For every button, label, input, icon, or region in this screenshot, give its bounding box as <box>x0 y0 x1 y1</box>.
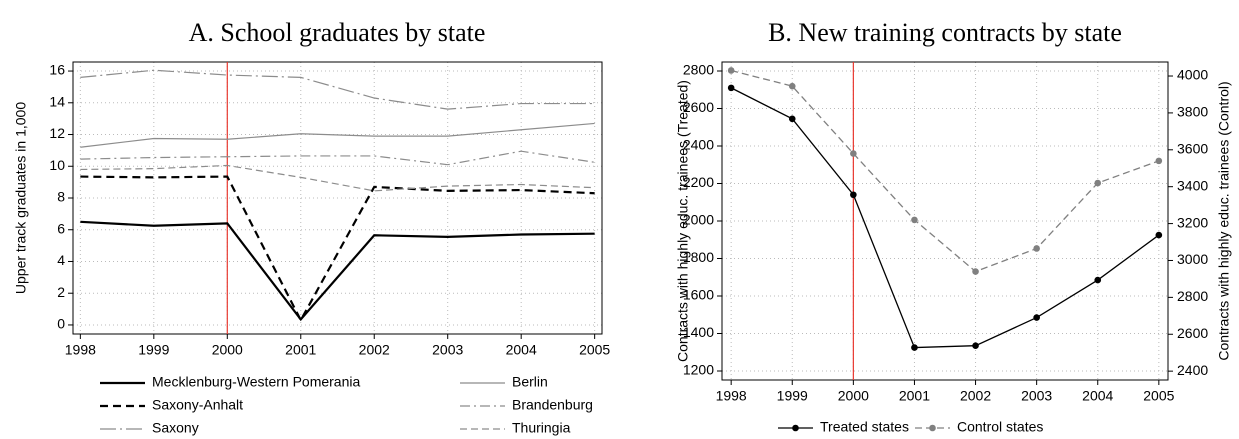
x-tick-label: 1998 <box>65 342 96 358</box>
series-line <box>80 122 595 148</box>
x-tick-label: 2000 <box>212 342 243 358</box>
y-axis-label: Contracts with highly educ. trainees (Tr… <box>675 80 691 362</box>
series-line <box>80 164 595 192</box>
y-tick-label: 2600 <box>683 99 714 115</box>
x-tick-label: 1999 <box>138 342 169 358</box>
legend-label: Brandenburg <box>512 397 593 413</box>
x-tick-label: 2003 <box>1021 388 1052 404</box>
x-tick-label: 2001 <box>899 388 930 404</box>
y-tick-label: 2 <box>57 284 65 300</box>
y2-tick-label: 3200 <box>1177 214 1208 230</box>
x-tick-label: 2002 <box>960 388 991 404</box>
y2-tick-label: 3600 <box>1177 141 1208 157</box>
y-tick-label: 16 <box>49 62 65 78</box>
x-tick-label: 1999 <box>777 388 808 404</box>
series-line <box>80 220 595 322</box>
chart-title: B. New training contracts by state <box>768 18 1122 47</box>
y-tick-label: 2200 <box>683 174 714 190</box>
x-tick-label: 2005 <box>579 342 610 358</box>
point <box>1094 179 1102 187</box>
legend-label: Thuringia <box>512 420 571 436</box>
y2-tick-label: 3000 <box>1177 251 1208 267</box>
y2-tick-label: 3800 <box>1177 104 1208 120</box>
y2-tick-label: 2800 <box>1177 288 1208 304</box>
y-tick-label: 1400 <box>683 324 714 340</box>
x-tick-label: 1998 <box>716 388 747 404</box>
point <box>727 67 735 74</box>
plot-frame <box>72 61 603 335</box>
point <box>911 344 918 351</box>
y-tick-label: 6 <box>57 220 65 236</box>
series-line <box>730 87 1160 349</box>
legend-label: Mecklenburg-Western Pomerania <box>152 374 360 390</box>
plot-frame <box>721 61 1169 381</box>
point <box>1155 157 1163 165</box>
y-tick-label: 2000 <box>683 212 714 228</box>
point <box>1033 314 1040 321</box>
y-tick-label: 4 <box>57 252 65 268</box>
point <box>850 191 857 199</box>
series-line <box>731 69 1160 273</box>
legend-marker <box>792 424 799 432</box>
x-tick-label: 2003 <box>432 342 463 358</box>
series-line <box>80 175 595 323</box>
y-tick-label: 1200 <box>683 362 714 378</box>
point <box>1033 245 1040 252</box>
y2-tick-label: 4000 <box>1177 67 1208 83</box>
point <box>972 342 979 349</box>
x-tick-label: 2004 <box>506 342 537 358</box>
x-tick-label: 2000 <box>838 388 869 404</box>
y-tick-label: 14 <box>49 93 65 109</box>
y-tick-label: 1600 <box>683 287 714 303</box>
point <box>788 82 796 90</box>
y-tick-label: 1800 <box>683 249 714 265</box>
legend-label: Treated states <box>820 419 909 435</box>
x-tick-label: 2001 <box>285 342 316 358</box>
y-tick-label: 2800 <box>683 62 714 78</box>
y2-tick-label: 3400 <box>1177 177 1208 193</box>
x-tick-label: 2005 <box>1143 388 1174 404</box>
point <box>1094 276 1102 284</box>
point <box>1155 231 1163 239</box>
legend-label: Berlin <box>512 374 548 390</box>
y-tick-label: 12 <box>49 125 65 141</box>
legend-label: Saxony <box>152 420 199 436</box>
y2-tick-label: 2400 <box>1177 362 1208 378</box>
legend-label: Control states <box>957 419 1043 435</box>
y2-tick-label: 2600 <box>1177 325 1208 341</box>
y-tick-label: 10 <box>49 157 65 173</box>
y-tick-label: 8 <box>57 189 65 205</box>
x-tick-label: 2004 <box>1082 388 1113 404</box>
legend-marker <box>929 424 936 432</box>
point <box>788 115 796 123</box>
point <box>850 150 857 157</box>
series-line <box>80 150 595 166</box>
y-tick-label: 0 <box>57 316 65 332</box>
y2-axis-label: Contracts with highly educ. trainees (Co… <box>1216 81 1232 360</box>
legend-label: Saxony-Anhalt <box>152 397 243 413</box>
chart-title: A. School graduates by state <box>189 18 486 47</box>
x-tick-label: 2002 <box>359 342 390 358</box>
point <box>972 268 979 275</box>
series-line <box>80 69 595 110</box>
point <box>911 216 918 224</box>
y-tick-label: 2400 <box>683 137 714 153</box>
y-axis-label: Upper track graduates in 1,000 <box>13 102 29 294</box>
point <box>727 84 735 92</box>
